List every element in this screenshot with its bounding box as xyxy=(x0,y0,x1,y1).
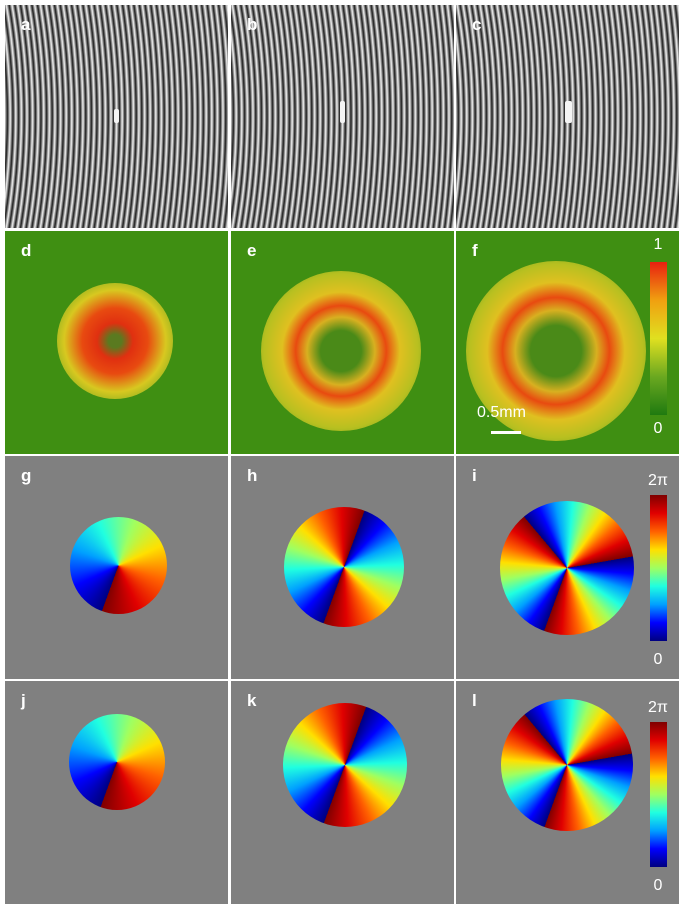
beam xyxy=(57,283,173,399)
phase: g xyxy=(5,456,228,679)
colorbar-min: 0 xyxy=(653,651,663,668)
colorbar-max: 2π xyxy=(648,699,668,716)
colorbar xyxy=(650,495,667,641)
panel-label: h xyxy=(247,466,258,485)
panel-label: g xyxy=(21,466,32,485)
phase-disk xyxy=(284,507,404,627)
hologram: c xyxy=(456,5,679,228)
panel-label: l xyxy=(472,691,477,710)
scale-bar xyxy=(491,431,521,434)
phase-disk xyxy=(500,501,634,635)
colorbar xyxy=(650,722,667,867)
hologram: a xyxy=(5,5,228,228)
beam xyxy=(261,271,421,431)
panel-label: e xyxy=(247,241,257,260)
phase: i xyxy=(456,456,679,679)
colorbar-min: 0 xyxy=(653,420,663,437)
hologram: b xyxy=(231,5,454,228)
beam xyxy=(466,261,646,441)
panel-label: a xyxy=(21,15,31,34)
colorbar-max: 2π xyxy=(648,472,668,489)
fork xyxy=(114,109,119,123)
intensity: f xyxy=(456,231,679,454)
panel-label: d xyxy=(21,241,32,260)
phase: k xyxy=(231,681,454,904)
panel-label: j xyxy=(21,691,26,710)
fork xyxy=(565,101,572,123)
panel-label: i xyxy=(472,466,477,485)
phase-disk xyxy=(69,714,165,810)
panel-label: f xyxy=(472,241,478,260)
scale-bar-label: 0.5mm xyxy=(477,404,526,421)
panel-label: k xyxy=(247,691,257,710)
phase-disk xyxy=(70,517,167,614)
colorbar xyxy=(650,262,667,415)
phase: h xyxy=(231,456,454,679)
intensity: e xyxy=(231,231,454,454)
fork xyxy=(340,101,345,123)
intensity: d xyxy=(5,231,228,454)
panel-label: b xyxy=(247,15,258,34)
colorbar-min: 0 xyxy=(653,877,663,894)
phase: l xyxy=(456,681,679,904)
phase-disk xyxy=(501,699,633,831)
phase: j xyxy=(5,681,228,904)
phase-disk xyxy=(283,703,407,827)
colorbar-max: 1 xyxy=(653,236,663,253)
panel-label: c xyxy=(472,15,482,34)
